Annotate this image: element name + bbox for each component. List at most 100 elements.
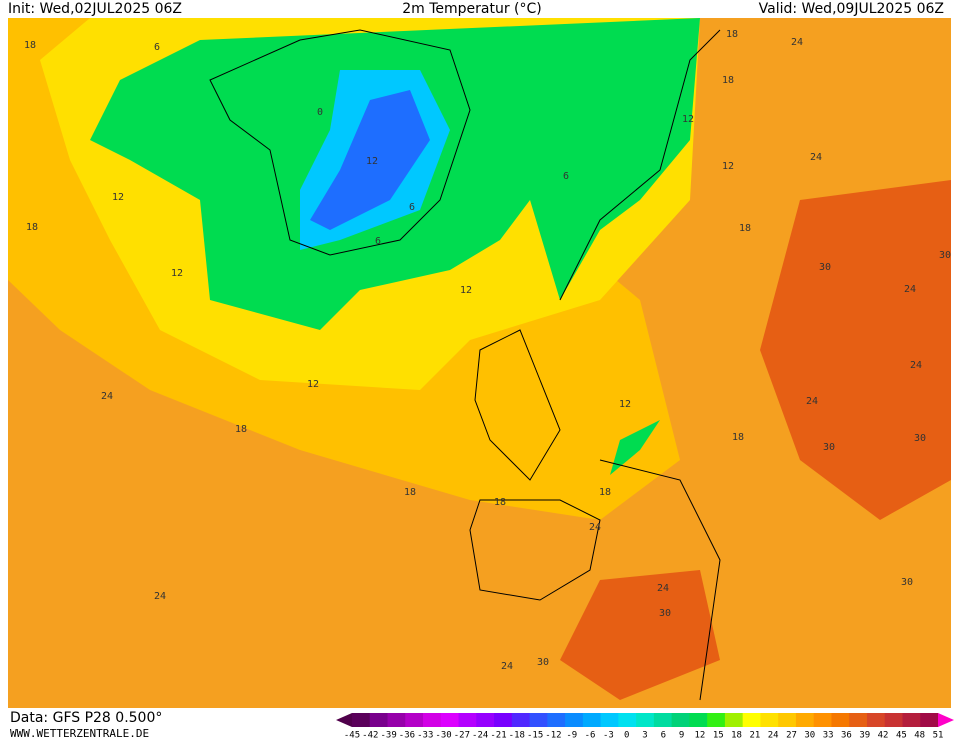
contour-label: 6	[375, 236, 381, 247]
legend-tick-label: -39	[380, 731, 396, 741]
legend-swatch	[742, 713, 761, 727]
contour-label: 12	[619, 399, 631, 410]
legend-tick-label: 18	[731, 731, 742, 741]
legend-swatch	[795, 713, 815, 727]
legend-tick-label: 42	[878, 731, 889, 741]
contour-label: 18	[732, 432, 744, 443]
legend-swatch	[831, 713, 850, 727]
legend-tick-label: -24	[472, 731, 488, 741]
contour-label: 12	[460, 285, 472, 296]
legend-swatch	[440, 713, 460, 727]
legend-swatch	[352, 713, 371, 727]
contour-label: 24	[904, 284, 916, 295]
alps	[610, 420, 660, 475]
legend-swatch	[760, 713, 779, 727]
legend-swatch	[671, 713, 690, 727]
legend-arrow-high	[938, 713, 954, 727]
legend-tick-label: 3	[642, 731, 647, 741]
legend-swatch	[529, 713, 548, 727]
contour-label: 30	[914, 433, 926, 444]
legend-swatch	[387, 713, 406, 727]
init-time: Init: Wed,02JUL2025 06Z	[8, 1, 182, 17]
legend-swatch	[600, 713, 619, 727]
legend-tick-label: 21	[749, 731, 760, 741]
map-title: 2m Temperatur (°C)	[402, 1, 542, 17]
legend-tick-label: 33	[823, 731, 834, 741]
ice-core	[310, 90, 430, 230]
legend-tick-label: -45	[344, 731, 360, 741]
legend-swatch	[494, 713, 513, 727]
legend-tick-label: -12	[545, 731, 561, 741]
contour-label: 18	[235, 424, 247, 435]
legend-swatch	[511, 713, 531, 727]
contour-label: 24	[810, 152, 822, 163]
legend-tick-label: -30	[435, 731, 451, 741]
legend-swatch	[920, 713, 939, 727]
legend-swatch	[902, 713, 921, 727]
legend-swatch	[884, 713, 903, 727]
legend-tick-label: -42	[362, 731, 378, 741]
legend-tick-label: 6	[661, 731, 666, 741]
hot-africa	[560, 570, 720, 700]
color-legend: -45 -42 -39 -36 -33 -30 -27 -24 -21 -18 -15 -12 -9 -6…	[336, 713, 954, 741]
contour-label: 12	[366, 156, 378, 167]
contour-label: 30	[659, 608, 671, 619]
contour-label: 30	[901, 577, 913, 588]
contour-label: 30	[823, 442, 835, 453]
legend-tick-label: -27	[454, 731, 470, 741]
legend-swatch	[653, 713, 673, 727]
contour-label: 12	[112, 192, 124, 203]
contour-label: 24	[101, 391, 113, 402]
legend-tick-label: -36	[399, 731, 415, 741]
contour-label: 18	[722, 75, 734, 86]
contour-label: 24	[501, 661, 513, 672]
legend-swatch	[458, 713, 477, 727]
hot-east	[760, 180, 951, 520]
legend-tick-label: 39	[859, 731, 870, 741]
contour-label: 24	[154, 591, 166, 602]
contour-label: 12	[682, 114, 694, 125]
valid-time: Valid: Wed,09JUL2025 06Z	[759, 1, 944, 17]
map	[8, 18, 951, 708]
contour-label: 24	[791, 37, 803, 48]
legend-tick-label: -15	[527, 731, 543, 741]
legend-swatch	[405, 713, 424, 727]
legend-tick-label: 45	[896, 731, 907, 741]
legend-swatch	[849, 713, 868, 727]
legend-swatch	[565, 713, 584, 727]
legend-swatch	[618, 713, 637, 727]
contour-label: 30	[939, 250, 951, 261]
legend-tick-label: -18	[509, 731, 525, 741]
legend-swatch	[423, 713, 442, 727]
legend-tick-label: 12	[695, 731, 706, 741]
legend-tick-label: 36	[841, 731, 852, 741]
legend-swatch	[636, 713, 655, 727]
contour-label: 0	[317, 107, 323, 118]
legend-swatch	[724, 713, 744, 727]
contour-label: 24	[806, 396, 818, 407]
contour-label: 24	[910, 360, 922, 371]
legend-swatch	[813, 713, 832, 727]
website: WWW.WETTERZENTRALE.DE	[10, 727, 149, 740]
contour-labels: 18 6 0 12 6 6 6 12 18 12 12 12 24 18 18 18 18 12 24 24 24 30 3…	[24, 29, 951, 672]
legend-swatch	[707, 713, 726, 727]
contour-label: 30	[537, 657, 549, 668]
legend-swatch	[778, 713, 797, 727]
contour-label: 18	[404, 487, 416, 498]
contour-label: 18	[26, 222, 38, 233]
legend-tick-label: 30	[804, 731, 815, 741]
legend-swatch	[866, 713, 886, 727]
legend-swatch	[476, 713, 495, 727]
legend-tick-label: -9	[566, 731, 577, 741]
legend-tick-label: -33	[417, 731, 433, 741]
data-source: Data: GFS P28 0.500°	[10, 710, 162, 726]
legend-tick-label: 9	[679, 731, 684, 741]
contour-label: 18	[599, 487, 611, 498]
contour-label: 30	[819, 262, 831, 273]
legend-tick-label: -21	[490, 731, 506, 741]
legend-arrow-low	[336, 713, 352, 727]
legend-tick-label: 51	[933, 731, 944, 741]
contour-label: 18	[24, 40, 36, 51]
legend-tick-label: 27	[786, 731, 797, 741]
